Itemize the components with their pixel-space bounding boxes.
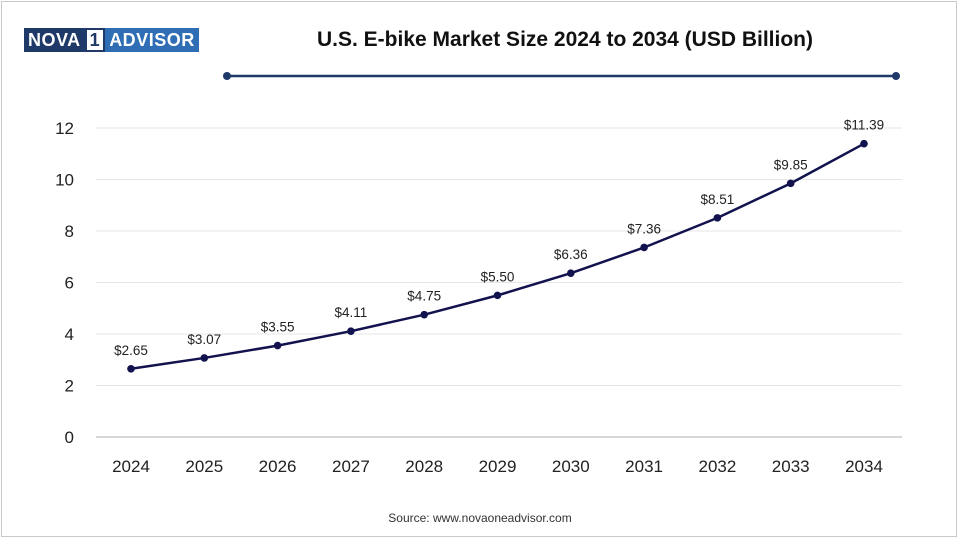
logo-mid: 1 xyxy=(84,28,106,52)
data-point xyxy=(347,327,355,335)
data-point xyxy=(493,291,502,300)
logo-left: NOVA xyxy=(24,28,85,52)
data-label: $4.11 xyxy=(335,305,368,320)
y-tick-label: 0 xyxy=(65,428,74,447)
x-tick-label: 2032 xyxy=(698,457,736,476)
chart-title: U.S. E-bike Market Size 2024 to 2034 (US… xyxy=(317,28,813,51)
x-tick-label: 2031 xyxy=(625,457,663,476)
data-label: $3.07 xyxy=(187,332,221,347)
x-tick-label: 2026 xyxy=(259,457,297,476)
data-label: $6.36 xyxy=(554,247,588,262)
data-label: $4.75 xyxy=(407,289,441,304)
data-label: $8.51 xyxy=(701,192,735,207)
data-point xyxy=(273,341,282,350)
data-point xyxy=(860,139,868,148)
data-label: $2.65 xyxy=(114,343,148,358)
data-point xyxy=(640,243,648,252)
data-label: $5.50 xyxy=(481,269,515,284)
y-tick-label: 6 xyxy=(65,274,74,293)
novaoneadvisor-logo: NOVA 1 ADVISOR xyxy=(24,28,199,52)
y-tick-label: 8 xyxy=(65,222,74,241)
x-tick-label: 2028 xyxy=(405,457,443,476)
source-note: Source: www.novaoneadvisor.com xyxy=(388,511,572,525)
logo-right: ADVISOR xyxy=(105,28,199,52)
data-label: $11.39 xyxy=(844,118,884,133)
y-tick-label: 12 xyxy=(55,119,74,138)
x-tick-label: 2025 xyxy=(185,457,223,476)
data-label: $3.55 xyxy=(261,320,295,335)
y-tick-label: 10 xyxy=(55,171,74,190)
x-tick-label: 2024 xyxy=(112,457,150,476)
title-rule-end-dot xyxy=(892,72,900,80)
series-line xyxy=(130,142,865,370)
title-rule-start-dot xyxy=(223,72,231,80)
x-tick-label: 2034 xyxy=(845,457,883,476)
data-point xyxy=(420,310,429,319)
data-point xyxy=(200,354,209,362)
data-label: $7.36 xyxy=(627,221,661,236)
y-tick-label: 4 xyxy=(65,325,74,344)
data-point xyxy=(127,364,135,373)
x-tick-label: 2027 xyxy=(332,457,370,476)
x-tick-label: 2033 xyxy=(772,457,810,476)
data-point xyxy=(713,214,722,222)
data-point xyxy=(786,179,795,188)
x-tick-label: 2030 xyxy=(552,457,590,476)
data-label: $9.85 xyxy=(774,157,808,172)
x-tick-label: 2029 xyxy=(479,457,517,476)
data-point xyxy=(567,269,575,278)
y-tick-label: 2 xyxy=(65,377,74,396)
